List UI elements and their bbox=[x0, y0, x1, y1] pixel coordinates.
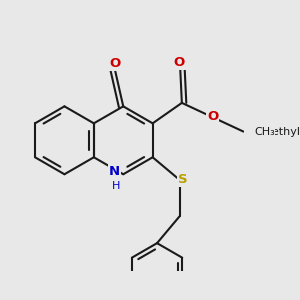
Text: O: O bbox=[207, 110, 218, 123]
Text: N: N bbox=[109, 165, 120, 178]
Text: S: S bbox=[178, 173, 188, 186]
Text: CH₃: CH₃ bbox=[254, 127, 275, 136]
Text: methyl: methyl bbox=[261, 127, 300, 136]
Text: H: H bbox=[112, 181, 120, 190]
Text: O: O bbox=[174, 56, 185, 69]
Text: O: O bbox=[109, 57, 120, 70]
